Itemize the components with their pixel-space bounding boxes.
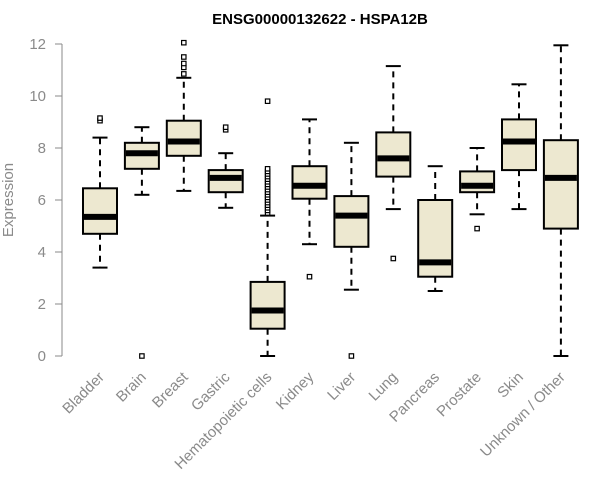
box-group [207,124,244,209]
outlier-point [181,54,187,60]
box-group [542,44,579,357]
box [542,139,579,230]
x-tick-label: Kidney [273,368,318,413]
box [375,131,412,178]
x-tick-label: Brain [113,369,150,406]
box [333,195,370,248]
y-axis-label: Expression [0,163,17,237]
box [249,280,286,330]
y-tick-label: 0 [38,348,46,365]
outlier-point [181,60,187,67]
y-tick-label: 12 [29,36,46,53]
x-tick-label: Lung [366,369,402,405]
y-tick-label: 4 [38,244,46,261]
outlier-point [139,353,145,359]
x-tick-label: Bladder [59,369,108,418]
outlier-point [222,124,229,131]
box-group [291,118,328,280]
box [82,187,118,235]
y-tick-label: 8 [38,140,46,157]
y-tick-label: 6 [38,192,46,209]
box [165,119,202,157]
outlier-point [181,71,187,77]
outlier-point [264,98,271,105]
x-tick-label: Prostate [433,369,485,421]
box [459,170,496,194]
box-group [501,83,537,211]
plot-area [82,39,579,359]
box-group [82,115,118,269]
chart-title: ENSG00000132622 - HSPA12B [212,11,428,28]
box [501,118,537,172]
box [291,165,328,200]
box [207,169,244,194]
box-group [375,65,412,262]
outlier-point [181,39,187,46]
outlier-point [264,166,271,172]
y-axis: 0 2 4 6 8 10 12 [29,36,63,365]
box-group [165,39,202,192]
box-group [459,147,496,232]
outlier-point [474,225,480,232]
box-group [123,126,160,359]
box-group [333,141,370,359]
box-group [417,165,454,292]
y-tick-label: 10 [29,88,46,105]
outlier-point [306,273,313,280]
x-tick-label: Liver [324,369,359,404]
x-tick-label: Skin [494,369,527,402]
outlier-point [348,353,355,359]
box-group [249,98,286,357]
y-tick-label: 2 [38,296,46,313]
x-tick-label: Breast [149,368,192,411]
outlier-point [390,255,397,262]
outlier-point [97,115,103,121]
